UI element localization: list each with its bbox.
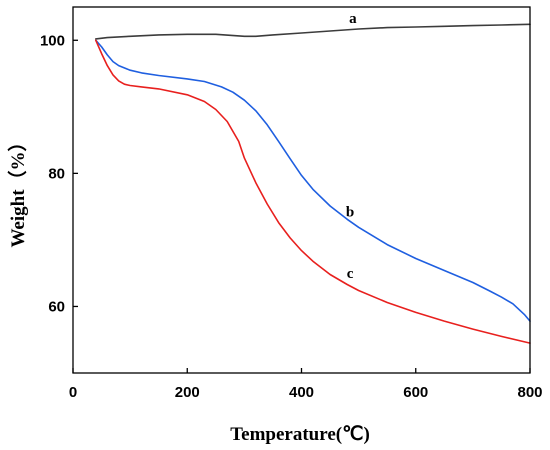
y-axis-title: Weight（%） bbox=[6, 132, 29, 247]
x-axis-title: Temperature(℃) bbox=[230, 424, 370, 445]
plot-frame bbox=[72, 6, 531, 374]
x-tick-label: 0 bbox=[69, 384, 77, 401]
series-line-b bbox=[95, 39, 531, 322]
series-label-b: b bbox=[346, 205, 354, 221]
series-label-c: c bbox=[347, 266, 354, 282]
axes: 0 200 400 600 800 60 80 100 bbox=[40, 6, 543, 401]
y-tick-label: 100 bbox=[40, 32, 65, 49]
y-tick-label: 80 bbox=[48, 165, 65, 182]
x-tick-label: 800 bbox=[517, 384, 542, 401]
series-line-c bbox=[95, 39, 531, 344]
x-tick-label: 200 bbox=[175, 384, 200, 401]
x-tick-label: 400 bbox=[289, 384, 314, 401]
x-tick-label: 600 bbox=[403, 384, 428, 401]
y-tick-label: 60 bbox=[48, 298, 65, 315]
series-line-a bbox=[95, 23, 531, 40]
series-label-a: a bbox=[349, 11, 357, 27]
plot-area: a b c bbox=[95, 11, 531, 344]
